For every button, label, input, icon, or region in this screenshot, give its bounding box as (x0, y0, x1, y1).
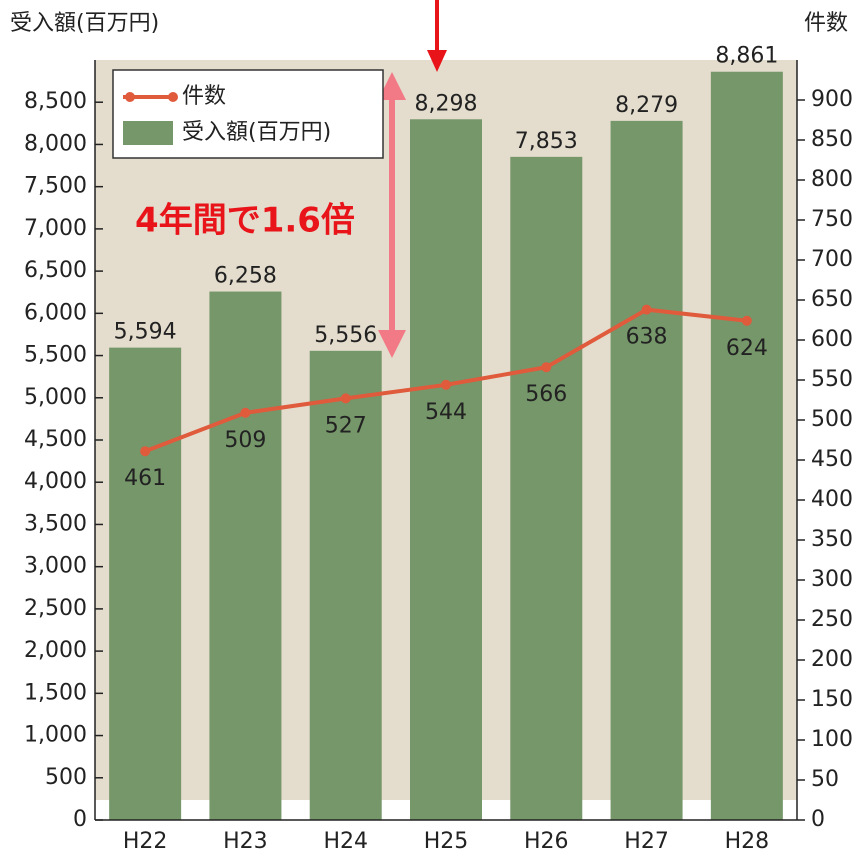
x-tick-label: H24 (323, 829, 368, 854)
double-arrow-head (378, 330, 406, 358)
bar (510, 156, 583, 820)
point-value-label: 509 (224, 428, 266, 453)
bar-value-label: 8,298 (415, 91, 478, 116)
y-tick-label: 3,000 (24, 554, 87, 579)
point (240, 407, 251, 418)
y-tick-label: 1,000 (24, 723, 87, 748)
y-axis-label: 受入額(百万円) (10, 11, 159, 36)
y2-tick-label: 800 (811, 167, 853, 192)
marks (95, 71, 797, 821)
pointer-arrow-head (427, 50, 447, 72)
bar (209, 291, 282, 821)
y-tick-label: 6,500 (24, 258, 87, 283)
y2-tick-label: 450 (811, 447, 853, 472)
point (441, 379, 451, 390)
y2-tick-label: 400 (811, 487, 853, 512)
legend-swatch (125, 92, 135, 102)
point-value-label: 624 (726, 336, 768, 361)
y2-tick-label: 600 (811, 327, 853, 352)
legend-label: 件数 (182, 84, 226, 109)
bar-value-label: 5,594 (114, 320, 177, 345)
bar (309, 350, 382, 820)
y2-tick-label: 750 (811, 207, 853, 232)
point (340, 393, 351, 404)
double-arrow-head (378, 72, 406, 100)
point (741, 315, 752, 326)
bar-value-label: 6,258 (214, 264, 277, 289)
y2-tick-label: 250 (811, 607, 853, 632)
y-tick-label: 3,500 (24, 511, 87, 536)
point-value-label: 544 (425, 400, 467, 425)
point-value-label: 461 (124, 466, 166, 491)
bar-value-label: 8,861 (715, 44, 778, 69)
y-tick-label: 8,000 (24, 131, 87, 156)
y2-tick-label: 300 (811, 567, 853, 592)
y-tick-label: 5,500 (24, 343, 87, 368)
y-tick-label: 4,500 (24, 427, 87, 452)
annotation: 4年間で1.6倍 (135, 201, 355, 241)
y-tick-label: 6,000 (24, 300, 87, 325)
y-tick-label: 0 (73, 807, 87, 832)
y-tick-label: 2,500 (24, 596, 87, 621)
y-tick-label: 7,500 (24, 174, 87, 199)
bar (710, 71, 783, 820)
y-tick-label: 5,000 (24, 385, 87, 410)
legend-swatch (168, 92, 178, 102)
x-tick-label: H26 (524, 829, 569, 854)
bar-value-label: 5,556 (314, 323, 377, 348)
point (641, 304, 652, 315)
y2-tick-label: 50 (811, 767, 839, 792)
x-tick-label: H23 (223, 829, 268, 854)
y-tick-label: 2,000 (24, 638, 87, 663)
x-tick-label: H27 (624, 829, 669, 854)
legend-swatch (123, 121, 173, 145)
x-tick-label: H22 (123, 829, 168, 854)
bar (410, 119, 482, 820)
y2-tick-label: 100 (811, 727, 853, 752)
y2-tick-label: 550 (811, 367, 853, 392)
point (140, 446, 151, 457)
y2-axis-label: 件数 (804, 11, 848, 36)
bar (610, 120, 683, 820)
point (541, 362, 552, 373)
y2-tick-label: 700 (811, 247, 853, 272)
y2-tick-label: 900 (811, 87, 853, 112)
bar (109, 347, 182, 820)
y-tick-label: 500 (45, 765, 87, 790)
y2-tick-label: 650 (811, 287, 853, 312)
y-tick-label: 4,000 (24, 469, 87, 494)
point-value-label: 638 (626, 325, 668, 350)
x-tick-label: H28 (725, 829, 770, 854)
legend-label: 受入額(百万円) (182, 120, 331, 145)
y2-tick-label: 200 (811, 647, 853, 672)
y2-tick-label: 150 (811, 687, 853, 712)
y-tick-label: 1,500 (24, 680, 87, 705)
y-tick-label: 7,000 (24, 216, 87, 241)
y2-tick-label: 0 (811, 807, 825, 832)
y2-tick-label: 350 (811, 527, 853, 552)
bar-value-label: 8,279 (615, 93, 678, 118)
point-value-label: 527 (325, 413, 367, 438)
y2-tick-label: 500 (811, 407, 853, 432)
bar-value-label: 7,853 (515, 129, 578, 154)
point-value-label: 566 (525, 382, 567, 407)
y2-tick-label: 850 (811, 127, 853, 152)
x-tick-label: H25 (424, 829, 469, 854)
y-tick-label: 8,500 (24, 89, 87, 114)
